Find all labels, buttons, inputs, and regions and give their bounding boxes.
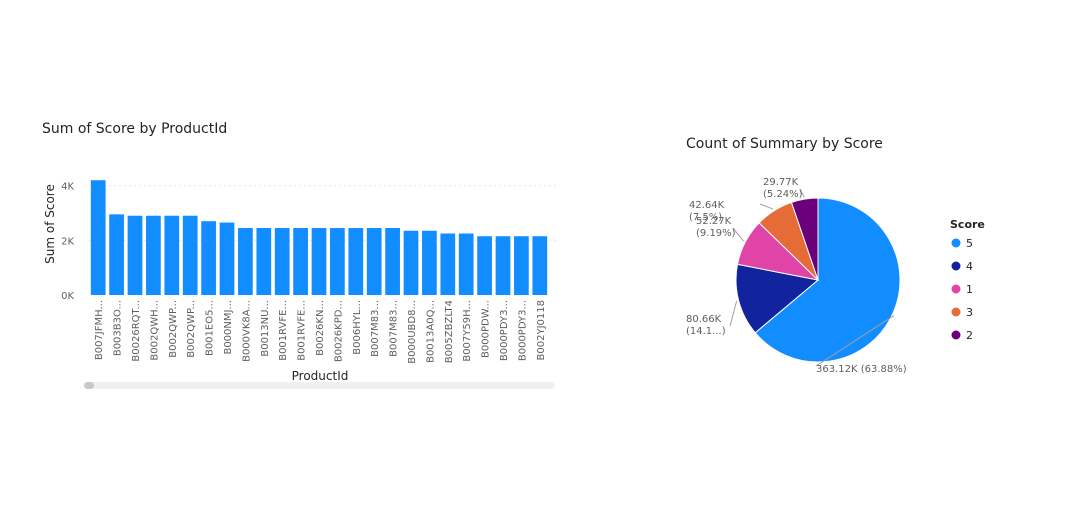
leader-line: [732, 227, 744, 242]
legend-item-label[interactable]: 4: [966, 260, 973, 273]
bar[interactable]: [238, 228, 253, 295]
data-label-value: 80.66K: [686, 314, 722, 325]
y-tick-label: 0K: [61, 291, 74, 302]
bar[interactable]: [366, 228, 382, 295]
bar[interactable]: [311, 228, 327, 295]
horizontal-scrollbar[interactable]: [84, 382, 555, 389]
x-tick-label: B002YJ0118: [536, 300, 547, 360]
x-tick-label: B0026RQT...: [131, 300, 142, 362]
data-label-value: 52.27K: [696, 216, 732, 227]
pie-slice[interactable]: [758, 201, 819, 281]
pie-slice[interactable]: [790, 197, 819, 281]
bar[interactable]: [90, 180, 106, 295]
data-label-percent: (5.24%): [763, 189, 803, 200]
bar[interactable]: [348, 228, 364, 295]
bar[interactable]: [385, 228, 400, 295]
data-label: 363.12K (63.88%): [816, 364, 907, 375]
y-axis-label: Sum of Score: [43, 184, 57, 264]
x-tick-label: B0013A0Q...: [425, 300, 436, 363]
x-tick-label: B006HYL...: [352, 300, 363, 355]
x-tick-label: B003B3O...: [113, 300, 124, 356]
data-label-percent: (9.19%): [696, 228, 736, 239]
legend-marker[interactable]: [951, 238, 961, 248]
legend-marker[interactable]: [951, 261, 961, 271]
data-label-value: 29.77K: [763, 177, 799, 188]
bar[interactable]: [146, 215, 161, 295]
legend-item-label[interactable]: 1: [966, 283, 973, 296]
legend-marker[interactable]: [951, 307, 961, 317]
bar[interactable]: [164, 215, 180, 295]
data-label-percent: (7.5%): [689, 212, 722, 223]
x-tick-label: B001RVFE...: [278, 300, 289, 361]
x-tick-label: B001EO5...: [205, 300, 216, 356]
x-tick-label: B000PDY3...: [499, 300, 510, 361]
bar[interactable]: [182, 215, 198, 295]
legend-marker[interactable]: [951, 284, 961, 294]
x-tick-label: B002QWH...: [149, 300, 160, 361]
x-tick-label: B007M83...: [370, 300, 381, 357]
bar[interactable]: [109, 214, 124, 295]
bar[interactable]: [422, 230, 437, 295]
bar[interactable]: [458, 233, 474, 296]
leader-line: [799, 188, 805, 198]
x-axis-label: ProductId: [292, 369, 349, 383]
x-tick-label: B000NMJ...: [223, 300, 234, 355]
pie-chart-title: Count of Summary by Score: [686, 136, 883, 152]
x-tick-label: B001RVFE...: [297, 300, 308, 361]
x-tick-label: B007Y59H...: [462, 300, 473, 362]
bar[interactable]: [127, 215, 143, 295]
bar[interactable]: [293, 228, 308, 295]
legend-item-label[interactable]: 2: [966, 329, 973, 342]
legend-item-label[interactable]: 5: [966, 237, 973, 250]
leader-line: [729, 300, 738, 327]
bar-chart-title: Sum of Score by ProductId: [42, 121, 228, 137]
pie-slice[interactable]: [735, 263, 820, 334]
y-tick-label: 2K: [61, 236, 74, 247]
bar[interactable]: [201, 221, 216, 295]
bar[interactable]: [495, 236, 511, 295]
bar[interactable]: [514, 236, 529, 295]
bar[interactable]: [330, 228, 345, 295]
pie-slice[interactable]: [736, 222, 820, 281]
x-tick-label: B007M83...: [389, 300, 400, 357]
x-tick-label: B0013NU...: [260, 300, 271, 357]
legend-title: Score: [950, 218, 985, 231]
x-tick-label: B000PDW...: [481, 300, 492, 358]
x-tick-label: B000VK8A...: [241, 300, 252, 362]
y-tick-label: 4K: [61, 182, 74, 193]
x-tick-label: B002QWP...: [168, 300, 179, 358]
bar[interactable]: [219, 222, 235, 295]
bar[interactable]: [274, 228, 290, 295]
x-tick-label: B005ZBZLT4: [444, 300, 455, 363]
bar[interactable]: [532, 236, 548, 295]
leader-line: [759, 203, 774, 210]
data-label-percent: (14.1...): [686, 326, 726, 337]
x-tick-label: B000UBD8...: [407, 300, 418, 364]
bar[interactable]: [403, 230, 419, 295]
x-tick-label: B0026KN...: [315, 300, 326, 356]
bar[interactable]: [440, 233, 456, 296]
legend-item-label[interactable]: 3: [966, 306, 973, 319]
pie-slice[interactable]: [754, 197, 901, 363]
x-tick-label: B002QWP...: [186, 300, 197, 358]
legend-marker[interactable]: [951, 330, 961, 340]
x-tick-label: B007JFMH...: [94, 300, 105, 360]
data-label-value: 42.64K: [689, 200, 725, 211]
scrollbar-thumb[interactable]: [84, 382, 94, 389]
bar[interactable]: [256, 228, 272, 295]
bar[interactable]: [477, 236, 492, 295]
x-tick-label: B0026KPD...: [333, 300, 344, 362]
x-tick-label: B000PDY3...: [517, 300, 528, 361]
leader-line: [815, 315, 895, 367]
